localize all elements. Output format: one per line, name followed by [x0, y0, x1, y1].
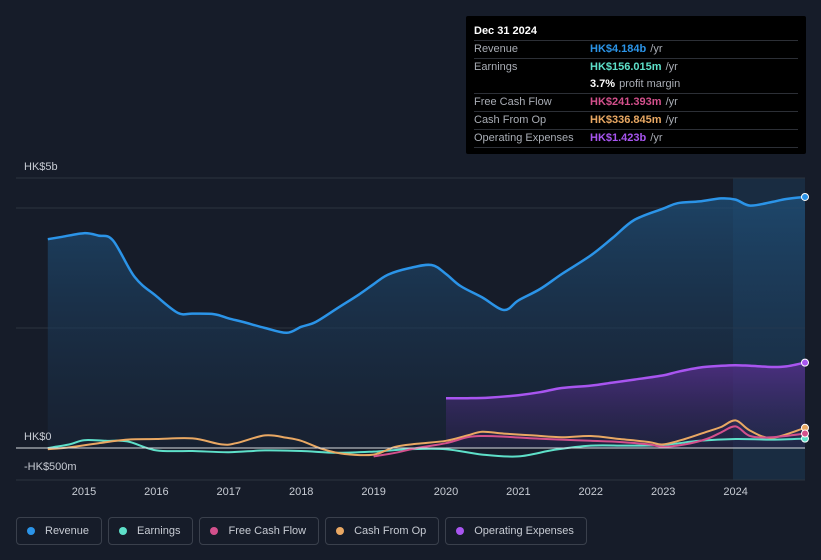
x-tick-label: 2022	[579, 486, 603, 498]
tooltip-unit: /yr	[665, 61, 678, 73]
x-tick-label: 2016	[144, 486, 168, 498]
legend-label: Free Cash Flow	[228, 525, 307, 537]
tooltip-value: HK$336.845m	[590, 114, 662, 126]
tooltip-row-profit-margin: 3.7% profit margin	[474, 76, 798, 94]
tooltip-label: Free Cash Flow	[474, 96, 552, 108]
tooltip-label: Earnings	[474, 61, 518, 73]
tooltip-unit: /yr	[665, 114, 678, 126]
legend-item-revenue[interactable]: Revenue	[16, 517, 103, 545]
legend-label: Operating Expenses	[474, 525, 574, 537]
y-label-top: HK$5b	[24, 161, 58, 173]
y-label-bottom: -HK$500m	[24, 461, 77, 473]
tooltip-value: HK$156.015m	[590, 61, 662, 73]
legend-label: Cash From Op	[354, 525, 427, 537]
tooltip-value: 3.7%	[590, 78, 616, 90]
free-cash-flow-endpoint[interactable]	[801, 429, 809, 438]
tooltip-label	[474, 76, 590, 93]
tooltip-date: Dec 31 2024	[474, 24, 798, 41]
operating-expenses-line	[445, 361, 806, 400]
tooltip-unit: /yr	[650, 43, 663, 55]
x-tick-label: 2024	[723, 486, 747, 498]
tooltip-row-revenue: Revenue HK$4.184b /yr	[474, 41, 798, 59]
tooltip-label: Cash From Op	[474, 114, 547, 126]
tooltip-unit: profit margin	[619, 78, 681, 90]
operating-expenses-area	[446, 362, 805, 448]
legend-dot-icon	[456, 527, 465, 535]
legend: Revenue Earnings Free Cash Flow Cash Fro…	[16, 517, 587, 545]
tooltip-row-cash-from-op: Cash From Op HK$336.845m /yr	[474, 112, 798, 130]
tooltip-row-earnings: Earnings HK$156.015m /yr	[474, 59, 798, 76]
tooltip-label: Revenue	[474, 43, 519, 55]
tooltip-panel: Dec 31 2024 Revenue HK$4.184b /yr Earnin…	[466, 16, 806, 154]
x-tick-label: 2015	[72, 486, 96, 498]
tooltip-row-operating-expenses: Operating Expenses HK$1.423b /yr	[474, 130, 798, 148]
free-cash-flow-line	[373, 425, 806, 458]
tooltip-unit: /yr	[665, 96, 678, 108]
legend-label: Revenue	[45, 525, 90, 537]
tooltip-value: HK$1.423b	[590, 132, 647, 144]
x-tick-label: 2018	[289, 486, 313, 498]
legend-dot-icon	[119, 527, 128, 535]
tooltip-label: Operating Expenses	[474, 132, 574, 144]
operating-expenses-endpoint[interactable]	[801, 358, 809, 367]
y-label-zero: HK$0	[24, 431, 52, 443]
legend-label: Earnings	[137, 525, 181, 537]
x-tick-label: 2017	[217, 486, 241, 498]
legend-item-free-cash-flow[interactable]: Free Cash Flow	[199, 517, 320, 545]
cash-from-op-line	[47, 419, 806, 457]
legend-item-cash-from-op[interactable]: Cash From Op	[325, 517, 440, 545]
x-tick-label: 2021	[506, 486, 530, 498]
tooltip-row-free-cash-flow: Free Cash Flow HK$241.393m /yr	[474, 94, 798, 112]
legend-dot-icon	[27, 527, 35, 535]
tooltip-unit: /yr	[650, 132, 663, 144]
x-tick-label: 2020	[434, 486, 458, 498]
legend-item-earnings[interactable]: Earnings	[108, 517, 194, 545]
revenue-line	[47, 195, 806, 335]
legend-dot-icon	[336, 527, 345, 535]
legend-dot-icon	[210, 527, 219, 535]
x-tick-label: 2023	[651, 486, 675, 498]
revenue-endpoint[interactable]	[801, 192, 809, 201]
legend-item-operating-expenses[interactable]: Operating Expenses	[445, 517, 587, 545]
x-tick-label: 2019	[361, 486, 385, 498]
tooltip-value: HK$4.184b	[590, 43, 647, 55]
tooltip-value: HK$241.393m	[590, 96, 662, 108]
